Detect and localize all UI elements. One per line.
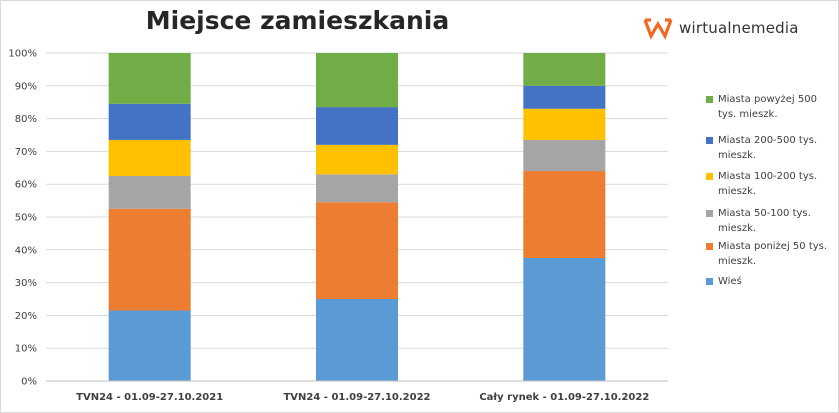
bar-segment — [316, 107, 398, 145]
legend-swatch — [706, 278, 713, 285]
brand-logo: wirtualnemedia — [643, 13, 799, 43]
bar-segment — [108, 176, 191, 209]
bars — [108, 53, 606, 381]
legend-item: Miasta poniżej 50 tys. mieszk. — [706, 239, 834, 269]
bar-segment — [108, 103, 191, 140]
legend-label: Miasta powyżej 500 tys. mieszk. — [718, 94, 817, 120]
y-tick-label: 10% — [15, 344, 37, 355]
bar-segment — [316, 174, 398, 203]
legend-label: Wieś — [718, 276, 742, 287]
legend-label: Miasta poniżej 50 tys. mieszk. — [718, 241, 828, 267]
legend-swatch — [706, 210, 713, 217]
bar-segment — [108, 53, 191, 104]
bar-segment — [108, 208, 191, 311]
legend-item: Miasta 100-200 tys. mieszk. — [706, 169, 834, 199]
x-axis: TVN24 - 01.09-27.10.2021 TVN24 - 01.09-27… — [76, 392, 649, 403]
y-tick-label: 30% — [15, 278, 37, 289]
legend-swatch — [706, 96, 713, 103]
bar-segment — [316, 53, 398, 108]
x-category-label: TVN24 - 01.09-27.10.2021 — [76, 392, 223, 403]
legend-label: Miasta 200-500 tys. mieszk. — [718, 135, 818, 161]
legend-item: Miasta 200-500 tys. mieszk. — [706, 133, 834, 163]
x-category-label: Cały rynek - 01.09-27.10.2022 — [479, 392, 649, 403]
legend-swatch — [706, 137, 713, 144]
bar-segment — [523, 108, 606, 140]
bar-segment — [523, 85, 606, 109]
y-tick-label: 60% — [15, 180, 37, 191]
x-category-label: TVN24 - 01.09-27.10.2022 — [283, 392, 430, 403]
legend-label: Miasta 50-100 tys. mieszk. — [718, 208, 811, 234]
bar-segment — [316, 144, 398, 175]
legend-item: Miasta powyżej 500 tys. mieszk. — [706, 92, 834, 122]
y-tick-label: 40% — [15, 245, 37, 256]
bar-segment — [316, 299, 398, 381]
bar-segment — [523, 258, 606, 381]
y-tick-label: 100% — [8, 49, 37, 60]
chart-title: Miejsce zamieszkania — [145, 6, 450, 35]
legend-label: Miasta 100-200 tys. mieszk. — [718, 171, 818, 197]
legend-item: Wieś — [706, 274, 834, 289]
y-tick-label: 90% — [15, 81, 37, 92]
bar-segment — [108, 310, 191, 381]
wirtualnemedia-logo-icon — [643, 18, 673, 40]
legend-item: Miasta 50-100 tys. mieszk. — [706, 206, 834, 236]
bar-segment — [523, 139, 606, 172]
bar-segment — [523, 171, 606, 258]
y-tick-label: 50% — [15, 213, 37, 224]
bar-segment — [108, 139, 191, 176]
y-tick-label: 80% — [15, 114, 37, 125]
y-tick-label: 0% — [21, 377, 37, 388]
legend-swatch — [706, 243, 713, 250]
y-tick-label: 20% — [15, 311, 37, 322]
bar-segment — [316, 202, 398, 299]
bar-segment — [523, 53, 606, 86]
logo-text: wirtualnemedia — [679, 19, 799, 37]
y-tick-label: 70% — [15, 147, 37, 158]
legend-swatch — [706, 173, 713, 180]
y-axis: 0% 10% 20% 30% 40% 50% 60% 70% 80% 90% 100% — [8, 49, 668, 388]
